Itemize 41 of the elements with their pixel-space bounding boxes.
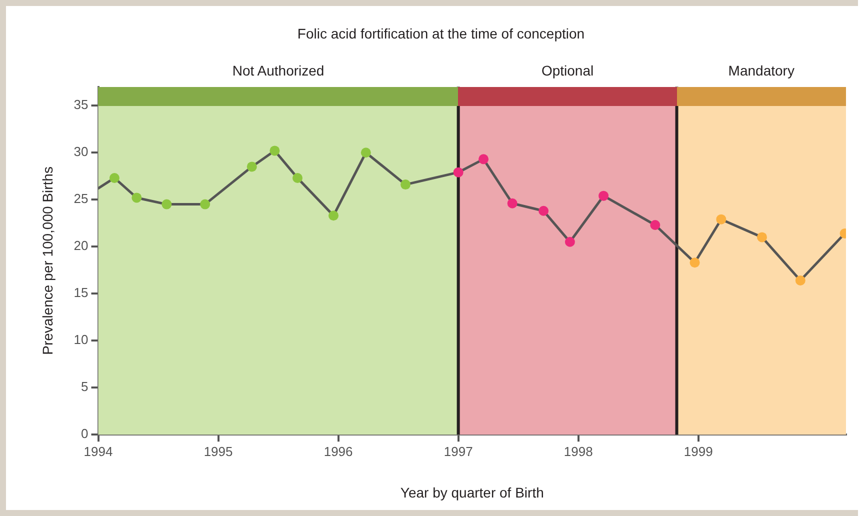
band-label: Mandatory bbox=[728, 62, 794, 79]
point bbox=[478, 154, 489, 164]
y-tick-label: 0 bbox=[81, 426, 88, 442]
point bbox=[292, 172, 302, 183]
x-tick-label: 1995 bbox=[204, 444, 233, 459]
y-axis-title: Prevalence per 100,000 Births bbox=[39, 166, 56, 355]
point bbox=[598, 190, 609, 201]
point bbox=[756, 232, 767, 242]
point bbox=[690, 258, 700, 268]
y-tick-label: 35 bbox=[74, 97, 88, 112]
point bbox=[795, 275, 806, 286]
band-label: Optional bbox=[541, 62, 594, 79]
point bbox=[564, 236, 575, 247]
y-tick-label: 25 bbox=[74, 191, 88, 206]
point bbox=[538, 206, 549, 216]
point bbox=[132, 192, 142, 203]
point bbox=[109, 172, 120, 183]
x-tick-label: 1994 bbox=[84, 444, 113, 459]
x-tick-label: 1999 bbox=[684, 444, 713, 459]
point bbox=[162, 199, 172, 210]
x-tick-label: 1998 bbox=[564, 444, 593, 459]
y-tick-label: 15 bbox=[74, 285, 88, 300]
point bbox=[507, 198, 518, 208]
x-axis-title: Year by quarter of Birth bbox=[400, 484, 544, 500]
point bbox=[200, 199, 210, 210]
point bbox=[400, 180, 411, 190]
y-tick-label: 30 bbox=[74, 144, 88, 160]
point bbox=[453, 167, 464, 178]
point bbox=[360, 148, 371, 158]
x-tick-label: 1997 bbox=[444, 444, 473, 459]
band-label: Not Authorized bbox=[232, 62, 324, 79]
point bbox=[650, 220, 660, 230]
point bbox=[716, 214, 726, 224]
point bbox=[246, 162, 257, 172]
chart-title: Folic acid fortification at the time of conception bbox=[297, 25, 585, 42]
y-tick-label: 10 bbox=[74, 332, 88, 348]
point bbox=[328, 210, 339, 221]
y-tick-label: 20 bbox=[74, 238, 88, 254]
y-tick-label: 5 bbox=[81, 379, 88, 394]
x-tick-label: 1996 bbox=[324, 444, 353, 459]
point bbox=[270, 146, 280, 156]
